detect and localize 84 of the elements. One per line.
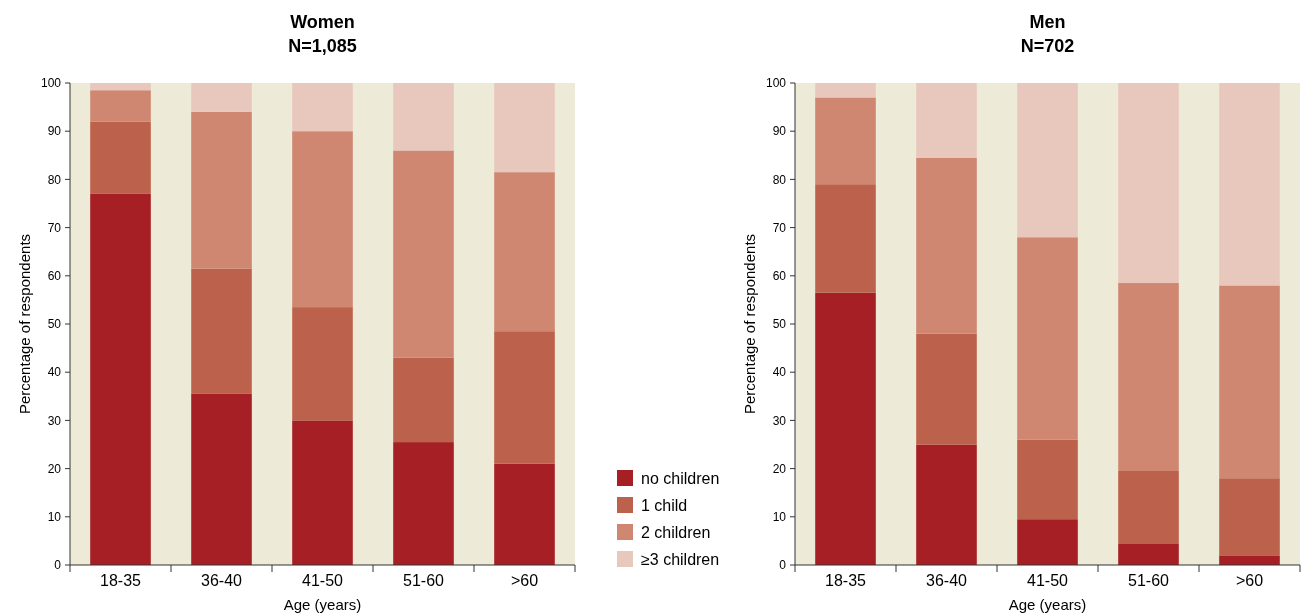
bar bbox=[916, 157, 977, 334]
legend-label: 1 child bbox=[641, 496, 688, 514]
bar bbox=[815, 83, 876, 98]
bar bbox=[916, 83, 977, 158]
y-tick-label: 50 bbox=[772, 317, 787, 332]
x-tick-label: 18-35 bbox=[825, 572, 867, 589]
y-tick-label: 80 bbox=[47, 172, 62, 187]
x-tick-label: >60 bbox=[510, 572, 539, 589]
chart-title: Women bbox=[290, 12, 355, 32]
bar bbox=[191, 393, 252, 565]
bar bbox=[90, 193, 151, 565]
x-axis-title: Age (years) bbox=[283, 596, 362, 613]
bar bbox=[815, 292, 876, 565]
bar bbox=[815, 97, 876, 185]
x-tick-label: 51-60 bbox=[1128, 572, 1170, 589]
y-tick-label: 10 bbox=[772, 510, 787, 524]
y-tick-label: 50 bbox=[47, 317, 62, 332]
x-tick-label: >60 bbox=[1235, 572, 1264, 589]
bar bbox=[1118, 543, 1179, 565]
chart-title: Men bbox=[1029, 12, 1066, 32]
x-tick-label: 18-35 bbox=[100, 572, 142, 589]
x-tick-label: 41-50 bbox=[302, 572, 344, 589]
x-tick-label: 51-60 bbox=[403, 572, 445, 589]
y-tick-label: 30 bbox=[47, 413, 62, 428]
chart-subtitle: N=702 bbox=[1020, 36, 1075, 56]
legend-label: ≥3 children bbox=[641, 550, 720, 568]
bar bbox=[191, 268, 252, 394]
y-tick-label: 100 bbox=[40, 76, 62, 91]
y-tick-label: 80 bbox=[772, 172, 787, 187]
y-tick-label: 40 bbox=[47, 365, 62, 380]
bar bbox=[393, 83, 454, 151]
bar bbox=[1017, 439, 1078, 520]
bar bbox=[494, 172, 555, 332]
bar bbox=[494, 463, 555, 565]
y-tick-label: 60 bbox=[772, 269, 787, 283]
bar bbox=[1118, 83, 1179, 284]
bar bbox=[1118, 471, 1179, 544]
y-tick-label: 60 bbox=[47, 269, 62, 283]
bar bbox=[1118, 283, 1179, 472]
y-tick-label: 40 bbox=[772, 365, 787, 380]
y-tick-label: 90 bbox=[772, 124, 787, 139]
bar bbox=[1219, 555, 1280, 565]
chart-subtitle: N=1,085 bbox=[288, 36, 357, 56]
y-axis-title: Percentage of respondents bbox=[16, 233, 33, 415]
bar bbox=[916, 333, 977, 445]
bar bbox=[393, 442, 454, 565]
x-tick-label: 36-40 bbox=[926, 572, 968, 589]
bar bbox=[815, 184, 876, 293]
y-axis-title: Percentage of respondents bbox=[741, 233, 758, 415]
bar bbox=[1219, 478, 1280, 556]
y-tick-label: 0 bbox=[779, 558, 787, 573]
bar bbox=[494, 83, 555, 173]
y-tick-label: 90 bbox=[47, 124, 62, 139]
bar bbox=[292, 83, 353, 132]
bar bbox=[191, 83, 252, 112]
bar bbox=[494, 331, 555, 464]
bar bbox=[1219, 83, 1280, 286]
bar bbox=[90, 83, 151, 91]
bar bbox=[90, 121, 151, 194]
legend-label: 2 children bbox=[641, 523, 711, 541]
bar bbox=[916, 444, 977, 565]
bar bbox=[1017, 519, 1078, 565]
bar bbox=[1017, 83, 1078, 238]
y-tick-label: 0 bbox=[54, 558, 62, 573]
legend-label: no children bbox=[641, 469, 720, 487]
y-tick-label: 100 bbox=[765, 76, 787, 91]
x-tick-label: 41-50 bbox=[1027, 572, 1069, 589]
bar bbox=[1219, 285, 1280, 479]
x-tick-label: 36-40 bbox=[201, 572, 243, 589]
x-axis-title: Age (years) bbox=[1008, 596, 1087, 613]
y-tick-label: 70 bbox=[47, 220, 62, 235]
bar bbox=[191, 111, 252, 269]
y-tick-label: 20 bbox=[47, 461, 62, 476]
y-tick-label: 10 bbox=[47, 510, 62, 524]
bar bbox=[292, 420, 353, 565]
bar bbox=[393, 357, 454, 443]
y-tick-label: 20 bbox=[772, 461, 787, 476]
bar bbox=[292, 131, 353, 308]
bar bbox=[292, 307, 353, 421]
bar bbox=[90, 90, 151, 122]
y-tick-label: 30 bbox=[772, 413, 787, 428]
y-tick-label: 70 bbox=[772, 220, 787, 235]
bar bbox=[1017, 237, 1078, 440]
bar bbox=[393, 150, 454, 358]
